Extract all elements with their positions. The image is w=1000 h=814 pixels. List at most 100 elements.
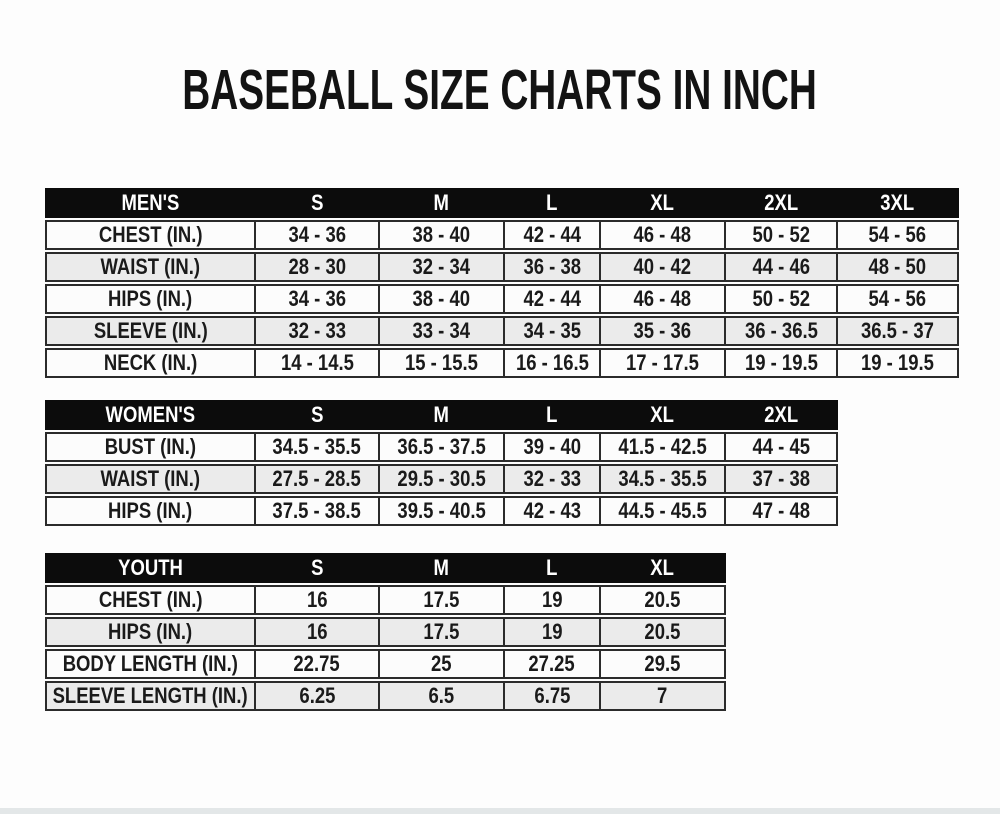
value-text: 38 - 40 — [412, 286, 471, 311]
row-label-cell: CHEST (IN.) — [47, 587, 254, 613]
value-cell: 22.75 — [254, 651, 378, 677]
youth-size-table: YOUTH S M L XL CHEST (IN.) 16 17.5 19 20.5 HIPS (I… — [45, 553, 1000, 711]
value-text: 44 - 46 — [752, 254, 810, 279]
value-text: 34.5 - 35.5 — [272, 434, 362, 459]
header-cell-label: 3XL — [880, 190, 915, 215]
value-cell: 32 - 34 — [378, 254, 503, 280]
value-cell: 54 - 56 — [836, 222, 957, 248]
value-text: 7 — [657, 683, 668, 708]
value-cell: 34 - 35 — [503, 318, 599, 344]
value-text: 32 - 33 — [288, 318, 346, 343]
row-label: BUST (IN.) — [104, 434, 197, 459]
header-cell-label: YOUTH — [118, 555, 183, 580]
page-title: BASEBALL SIZE CHARTS IN INCH — [0, 62, 1000, 119]
value-text: 42 - 44 — [523, 286, 581, 311]
value-cell: 27.25 — [503, 651, 599, 677]
value-cell: 19 — [503, 619, 599, 645]
mens-row-sleeve-in: SLEEVE (IN.) 32 - 33 33 - 34 34 - 35 35 - 36… — [45, 316, 959, 346]
row-label-cell: NECK (IN.) — [47, 350, 254, 376]
value-text: 34 - 35 — [523, 318, 581, 343]
value-text: 17.5 — [423, 619, 460, 644]
value-text: 44.5 - 45.5 — [618, 498, 707, 523]
value-cell: 34.5 - 35.5 — [254, 434, 378, 460]
womens-header-cell-women-s: WOMEN'S — [47, 402, 254, 428]
row-label-cell: HIPS (IN.) — [47, 619, 254, 645]
value-cell: 34.5 - 35.5 — [599, 466, 724, 492]
row-label-cell: BODY LENGTH (IN.) — [47, 651, 254, 677]
womens-header-cell-s: S — [254, 402, 378, 428]
value-cell: 15 - 15.5 — [378, 350, 503, 376]
value-cell: 19 - 19.5 — [724, 350, 836, 376]
value-text: 16 - 16.5 — [515, 350, 589, 375]
value-cell: 37.5 - 38.5 — [254, 498, 378, 524]
value-text: 17.5 — [423, 587, 460, 612]
womens-header-cell-xl: XL — [599, 402, 724, 428]
mens-header-cell-xl: XL — [599, 190, 724, 216]
mens-size-table: MEN'S S M L XL 2XL 3XL CHEST (IN.) 34 - 36 38 - 4… — [45, 188, 1000, 378]
value-cell: 41.5 - 42.5 — [599, 434, 724, 460]
value-cell: 17.5 — [378, 587, 503, 613]
row-label: SLEEVE (IN.) — [93, 318, 208, 343]
header-cell-label: M — [433, 555, 450, 580]
value-text: 17 - 17.5 — [626, 350, 699, 375]
row-label-cell: SLEEVE LENGTH (IN.) — [47, 683, 254, 709]
value-cell: 6.5 — [378, 683, 503, 709]
mens-header-cell-s: S — [254, 190, 378, 216]
value-cell: 38 - 40 — [378, 286, 503, 312]
value-text: 54 - 56 — [868, 222, 927, 247]
value-text: 35 - 36 — [633, 318, 692, 343]
value-cell: 39.5 - 40.5 — [378, 498, 503, 524]
row-label: HIPS (IN.) — [108, 286, 193, 311]
value-cell: 36.5 - 37 — [836, 318, 957, 344]
header-cell-label: WOMEN'S — [105, 402, 196, 427]
youth-row-sleeve-length-in: SLEEVE LENGTH (IN.) 6.25 6.5 6.75 7 — [45, 681, 726, 711]
header-cell-label: S — [310, 555, 324, 580]
youth-row-chest-in: CHEST (IN.) 16 17.5 19 20.5 — [45, 585, 726, 615]
value-cell: 44.5 - 45.5 — [599, 498, 724, 524]
value-text: 27.5 - 28.5 — [272, 466, 362, 491]
value-text: 25 — [431, 651, 452, 676]
row-label-cell: HIPS (IN.) — [47, 286, 254, 312]
value-text: 32 - 33 — [523, 466, 581, 491]
value-cell: 20.5 — [599, 587, 724, 613]
womens-row-bust-in: BUST (IN.) 34.5 - 35.5 36.5 - 37.5 39 - 40 4… — [45, 432, 838, 462]
header-cell-label: S — [310, 402, 324, 427]
value-text: 42 - 43 — [523, 498, 581, 523]
value-cell: 33 - 34 — [378, 318, 503, 344]
value-cell: 35 - 36 — [599, 318, 724, 344]
value-cell: 46 - 48 — [599, 222, 724, 248]
value-text: 36.5 - 37.5 — [397, 434, 486, 459]
row-label: BODY LENGTH (IN.) — [62, 651, 239, 676]
value-cell: 16 - 16.5 — [503, 350, 599, 376]
womens-header-cell-2xl: 2XL — [724, 402, 836, 428]
value-text: 22.75 — [293, 651, 341, 676]
value-text: 39 - 40 — [523, 434, 581, 459]
value-cell: 28 - 30 — [254, 254, 378, 280]
value-cell: 44 - 46 — [724, 254, 836, 280]
value-cell: 48 - 50 — [836, 254, 957, 280]
value-text: 6.5 — [428, 683, 455, 708]
size-tables-container: MEN'S S M L XL 2XL 3XL CHEST (IN.) 34 - 36 38 - 4… — [45, 188, 1000, 711]
value-text: 15 - 15.5 — [405, 350, 478, 375]
value-text: 46 - 48 — [633, 286, 692, 311]
womens-size-table: WOMEN'S S M L XL 2XL BUST (IN.) 34.5 - 35.5 36.5… — [45, 400, 1000, 526]
value-text: 16 — [306, 587, 328, 612]
header-cell-label: L — [546, 555, 558, 580]
value-text: 20.5 — [644, 619, 681, 644]
value-cell: 20.5 — [599, 619, 724, 645]
header-cell-label: XL — [650, 402, 675, 427]
value-cell: 42 - 43 — [503, 498, 599, 524]
value-text: 48 - 50 — [868, 254, 927, 279]
value-cell: 36 - 36.5 — [724, 318, 836, 344]
value-cell: 25 — [378, 651, 503, 677]
value-cell: 34 - 36 — [254, 286, 378, 312]
value-cell: 34 - 36 — [254, 222, 378, 248]
row-label-cell: BUST (IN.) — [47, 434, 254, 460]
value-text: 19 - 19.5 — [744, 350, 818, 375]
value-text: 19 — [541, 587, 563, 612]
header-cell-label: 2XL — [764, 190, 798, 215]
womens-row-waist-in: WAIST (IN.) 27.5 - 28.5 29.5 - 30.5 32 - 33… — [45, 464, 838, 494]
value-cell: 17 - 17.5 — [599, 350, 724, 376]
value-cell: 44 - 45 — [724, 434, 836, 460]
value-text: 50 - 52 — [752, 222, 810, 247]
